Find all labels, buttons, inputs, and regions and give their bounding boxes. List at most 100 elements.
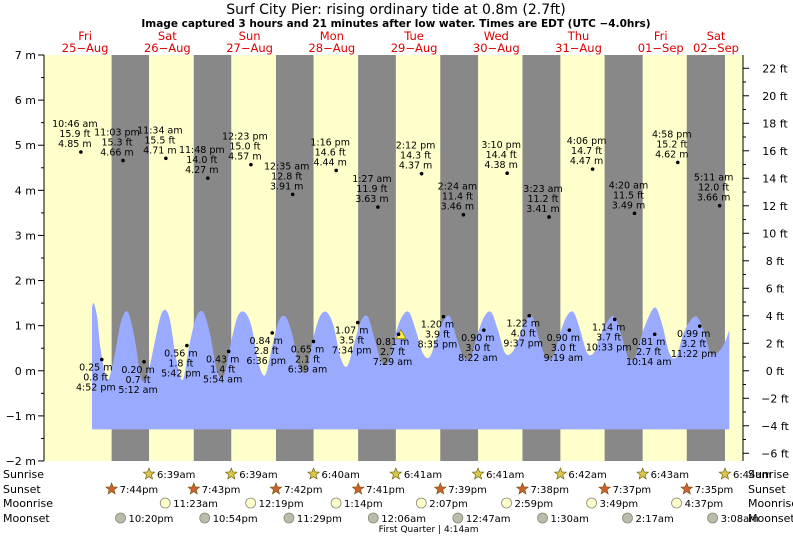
tide-height-m: 3.91 m xyxy=(270,181,303,192)
moonrise-time: 3:49pm xyxy=(600,499,639,510)
tide-height-m: 0.90 m xyxy=(461,333,494,344)
moonset-row-label-left: Moonset xyxy=(3,512,50,525)
tide-time: 5:54 am xyxy=(203,374,242,385)
tide-point xyxy=(185,343,189,348)
day-date: 31−Aug xyxy=(555,41,602,55)
tide-time: 2:12 pm xyxy=(396,141,436,152)
right-tick-label: −6 ft xyxy=(761,447,789,460)
tide-height-m: 0.84 m xyxy=(249,336,282,347)
sunrise-time: 6:39am xyxy=(239,470,277,481)
tide-point xyxy=(142,359,146,364)
sunrise-icon xyxy=(471,467,485,480)
moonset-icon xyxy=(283,512,295,524)
moonrise-row-label-right: Moonrise xyxy=(748,497,793,510)
tide-height-m: 1.14 m xyxy=(592,322,625,333)
day-date: 28−Aug xyxy=(308,41,355,55)
moonset-time: 11:29pm xyxy=(297,514,342,525)
tide-height-m: 3.46 m xyxy=(441,202,474,213)
tide-time: 2:24 am xyxy=(438,182,477,193)
right-tick-label: 8 ft xyxy=(766,255,785,268)
tide-time: 11:48 pm xyxy=(179,145,225,156)
tide-height-m: 1.07 m xyxy=(335,326,368,337)
sunrise-icon xyxy=(553,467,567,480)
moonrise-time: 4:37pm xyxy=(685,499,724,510)
tide-height-m: 0.99 m xyxy=(677,329,710,340)
sunrise-row-label-left: Sunrise xyxy=(3,468,44,481)
sunset-event: 7:39pm xyxy=(433,482,487,496)
left-tick-label: 3 m xyxy=(15,229,36,242)
sunrise-time: 6:41am xyxy=(486,470,524,481)
moonset-row-label-right: Moonset xyxy=(748,512,793,525)
tide-height-ft: 14.0 ft xyxy=(186,155,217,166)
day-weekday: Mon xyxy=(320,29,344,43)
tide-point xyxy=(632,211,637,216)
tide-height-ft: 0.7 ft xyxy=(126,375,151,386)
tide-low-marker: 0.20 m0.7 ft5:12 am xyxy=(118,359,158,396)
moonset-time: 2:17am xyxy=(635,514,673,525)
right-tick-label: −2 ft xyxy=(761,392,789,405)
tide-height-ft: 15.5 ft xyxy=(144,135,175,146)
tide-point xyxy=(441,314,446,319)
tide-time: 5:12 am xyxy=(118,385,157,396)
tide-height-ft: 3.5 ft xyxy=(339,336,364,347)
sunrise-icon xyxy=(142,467,156,480)
tide-point xyxy=(567,328,572,332)
right-tick-label: 16 ft xyxy=(762,145,788,158)
tide-height-ft: 11.2 ft xyxy=(527,194,558,205)
moonrise-icon xyxy=(501,497,512,509)
moonrise-event: 2:07pm xyxy=(415,497,468,510)
day-date: 26−Aug xyxy=(144,41,191,55)
sunset-icon xyxy=(598,482,612,495)
sunset-event: 7:42pm xyxy=(269,482,323,496)
tide-height-m: 1.22 m xyxy=(507,319,540,330)
moonset-icon xyxy=(199,512,211,524)
moonrise-time: 2:59pm xyxy=(515,499,554,510)
tide-point xyxy=(461,212,466,217)
tide-point xyxy=(205,176,210,180)
tide-height-m: 4.57 m xyxy=(228,152,261,163)
day-weekday: Sun xyxy=(239,29,261,43)
tide-low-marker: 1.20 m3.9 ft8:35 pm xyxy=(418,314,457,351)
tide-height-m: 0.20 m xyxy=(121,365,154,376)
left-tick-label: 1 m xyxy=(15,320,36,333)
tide-time: 4:52 pm xyxy=(76,383,116,394)
day-weekday: Thu xyxy=(567,29,590,43)
day-weekday: Tue xyxy=(403,29,424,43)
tide-height-m: 4.71 m xyxy=(143,145,176,156)
tide-point xyxy=(675,160,680,165)
moonrise-event: 11:23am xyxy=(159,497,218,510)
tide-height-ft: 14.3 ft xyxy=(400,151,431,162)
moonset-time: 12:47am xyxy=(466,514,511,525)
moonset-event: 12:06am xyxy=(367,512,426,525)
tide-height-ft: 12.8 ft xyxy=(271,171,302,182)
tide-low-marker: 0.65 m2.1 ft6:39 am xyxy=(288,339,327,375)
tide-height-ft: 3.7 ft xyxy=(596,332,621,343)
sunrise-time: 6:41am xyxy=(404,470,442,481)
tide-time: 3:23 am xyxy=(523,184,562,195)
tide-point xyxy=(99,357,104,362)
tide-point xyxy=(396,332,401,337)
day-labels: Fri25−AugSat26−AugSun27−AugMon28−AugTue2… xyxy=(62,29,739,55)
sunset-icon xyxy=(105,482,119,495)
tide-time: 10:46 am xyxy=(52,119,97,130)
tide-point xyxy=(290,192,295,197)
sunrise-row-label-right: Sunrise xyxy=(748,468,789,481)
right-tick-label: 10 ft xyxy=(762,227,788,240)
tide-height-ft: 0.8 ft xyxy=(83,373,108,384)
sunset-time: 7:35pm xyxy=(695,485,734,496)
tide-time: 4:58 pm xyxy=(652,129,692,140)
sunset-event: 7:35pm xyxy=(680,482,734,496)
sunrise-time: 6:39am xyxy=(157,470,195,481)
